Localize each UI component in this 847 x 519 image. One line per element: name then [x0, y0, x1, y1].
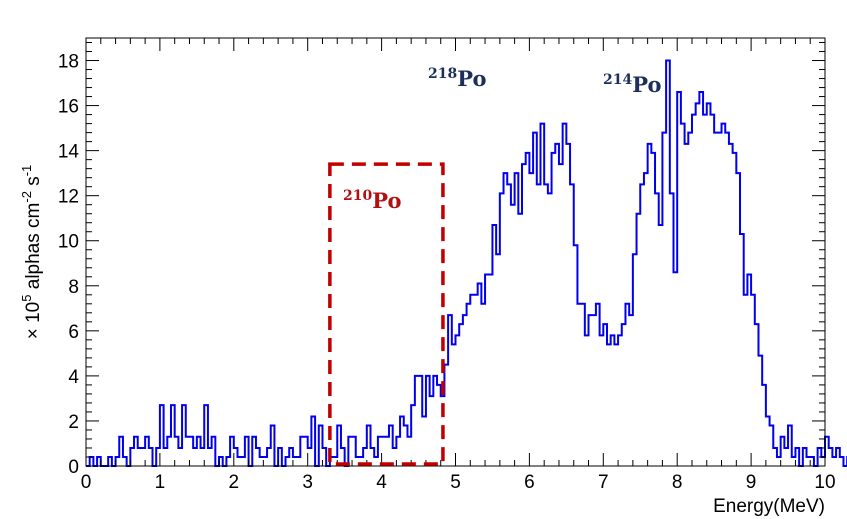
y-tick-label: 4 — [68, 367, 79, 388]
histogram-series-line — [86, 59, 847, 467]
y-tick-label: 2 — [68, 412, 79, 433]
y-tick-label: 6 — [68, 322, 79, 343]
y-tick-labels: 0 2 4 6 8 10 12 14 16 18 — [58, 52, 80, 478]
x-tick-label: 1 — [155, 472, 166, 493]
x-tick-label: 6 — [524, 472, 535, 493]
x-axis-title: Energy(MeV) — [713, 496, 825, 517]
x-tick-label: 2 — [229, 472, 240, 493]
y-tick-label: 16 — [58, 97, 79, 118]
x-tick-label: 4 — [376, 472, 387, 493]
y-tick-label: 18 — [58, 52, 79, 73]
po218-symbol: Po — [457, 66, 486, 91]
x-tick-label: 7 — [598, 472, 609, 493]
x-tick-label: 9 — [746, 472, 757, 493]
y-axis-prefix: × 10 — [23, 302, 44, 340]
po210-mass: 210 — [343, 188, 372, 204]
x-tick-label: 8 — [672, 472, 683, 493]
ticks-layer — [85, 38, 826, 467]
y-tick-label: 10 — [58, 232, 79, 253]
y-axis-title: × 105 alphas cm-2 s-1 — [19, 165, 44, 340]
y-axis-unit-exp2: -1 — [19, 165, 34, 177]
y-axis-unit-exp1: -2 — [19, 191, 34, 203]
po210-highlight-box — [328, 162, 445, 466]
x-tick-label: 3 — [302, 472, 313, 493]
plot-frame — [85, 37, 826, 467]
po214-symbol: Po — [632, 72, 661, 97]
po210-symbol: Po — [372, 188, 401, 213]
y-axis-unit: alphas cm — [23, 203, 44, 295]
y-tick-label: 14 — [58, 142, 80, 163]
histogram-layer — [86, 59, 847, 467]
y-tick-label: 12 — [58, 187, 79, 208]
po218-annotation: 218Po — [428, 66, 486, 91]
y-tick-label: 0 — [68, 457, 79, 478]
y-axis-unit2: s — [23, 176, 44, 191]
y-axis-exp: 5 — [19, 295, 34, 302]
po214-annotation: 214Po — [603, 72, 661, 97]
po210-annotation: 210Po — [343, 188, 401, 213]
po218-mass: 218 — [428, 66, 457, 82]
x-tick-label: 5 — [450, 472, 461, 493]
y-tick-label: 8 — [68, 277, 79, 298]
x-tick-label: 10 — [814, 472, 835, 493]
x-tick-labels: 0 1 2 3 4 5 6 7 8 9 10 — [81, 472, 836, 493]
po214-mass: 214 — [603, 72, 632, 88]
x-tick-label: 0 — [81, 472, 92, 493]
